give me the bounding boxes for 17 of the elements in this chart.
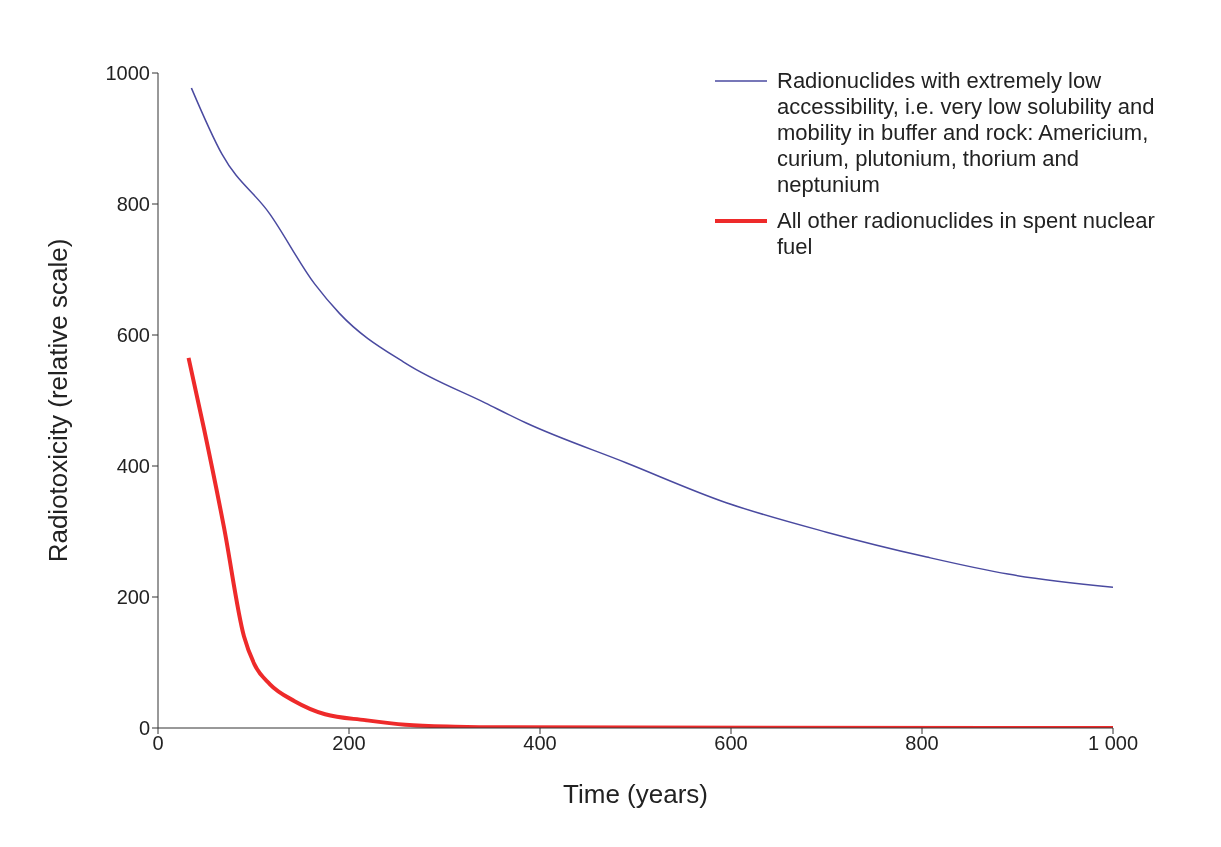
legend-label: All other radionuclides in spent nuclear fuel (777, 208, 1156, 260)
x-tick-label: 200 (332, 732, 366, 755)
line-series (186, 355, 1113, 728)
y-tick-label: 1000 (105, 62, 150, 85)
y-tick-label: 800 (116, 193, 150, 216)
x-tick-label: 0 (152, 732, 164, 755)
x-tick-label: 600 (714, 732, 748, 755)
y-tick-label: 600 (116, 324, 150, 347)
x-axis-title: Time (years) (563, 779, 708, 809)
legend-label: Radionuclides with extremely low accessibility, i.e. very low solubility and mobility in buffer and rock: Americium, curium, plutonium, thorium and neptunium (777, 68, 1156, 198)
x-tick-label: 1 000 (1087, 732, 1139, 755)
y-tick-label: 0 (138, 717, 150, 740)
x-tick-label: 400 (523, 732, 557, 755)
y-tick-label: 200 (116, 586, 150, 609)
y-axis-title: Radiotoxicity (relative scale) (43, 238, 74, 563)
x-tick-label: 800 (905, 732, 939, 755)
y-tick-label: 400 (116, 455, 150, 478)
